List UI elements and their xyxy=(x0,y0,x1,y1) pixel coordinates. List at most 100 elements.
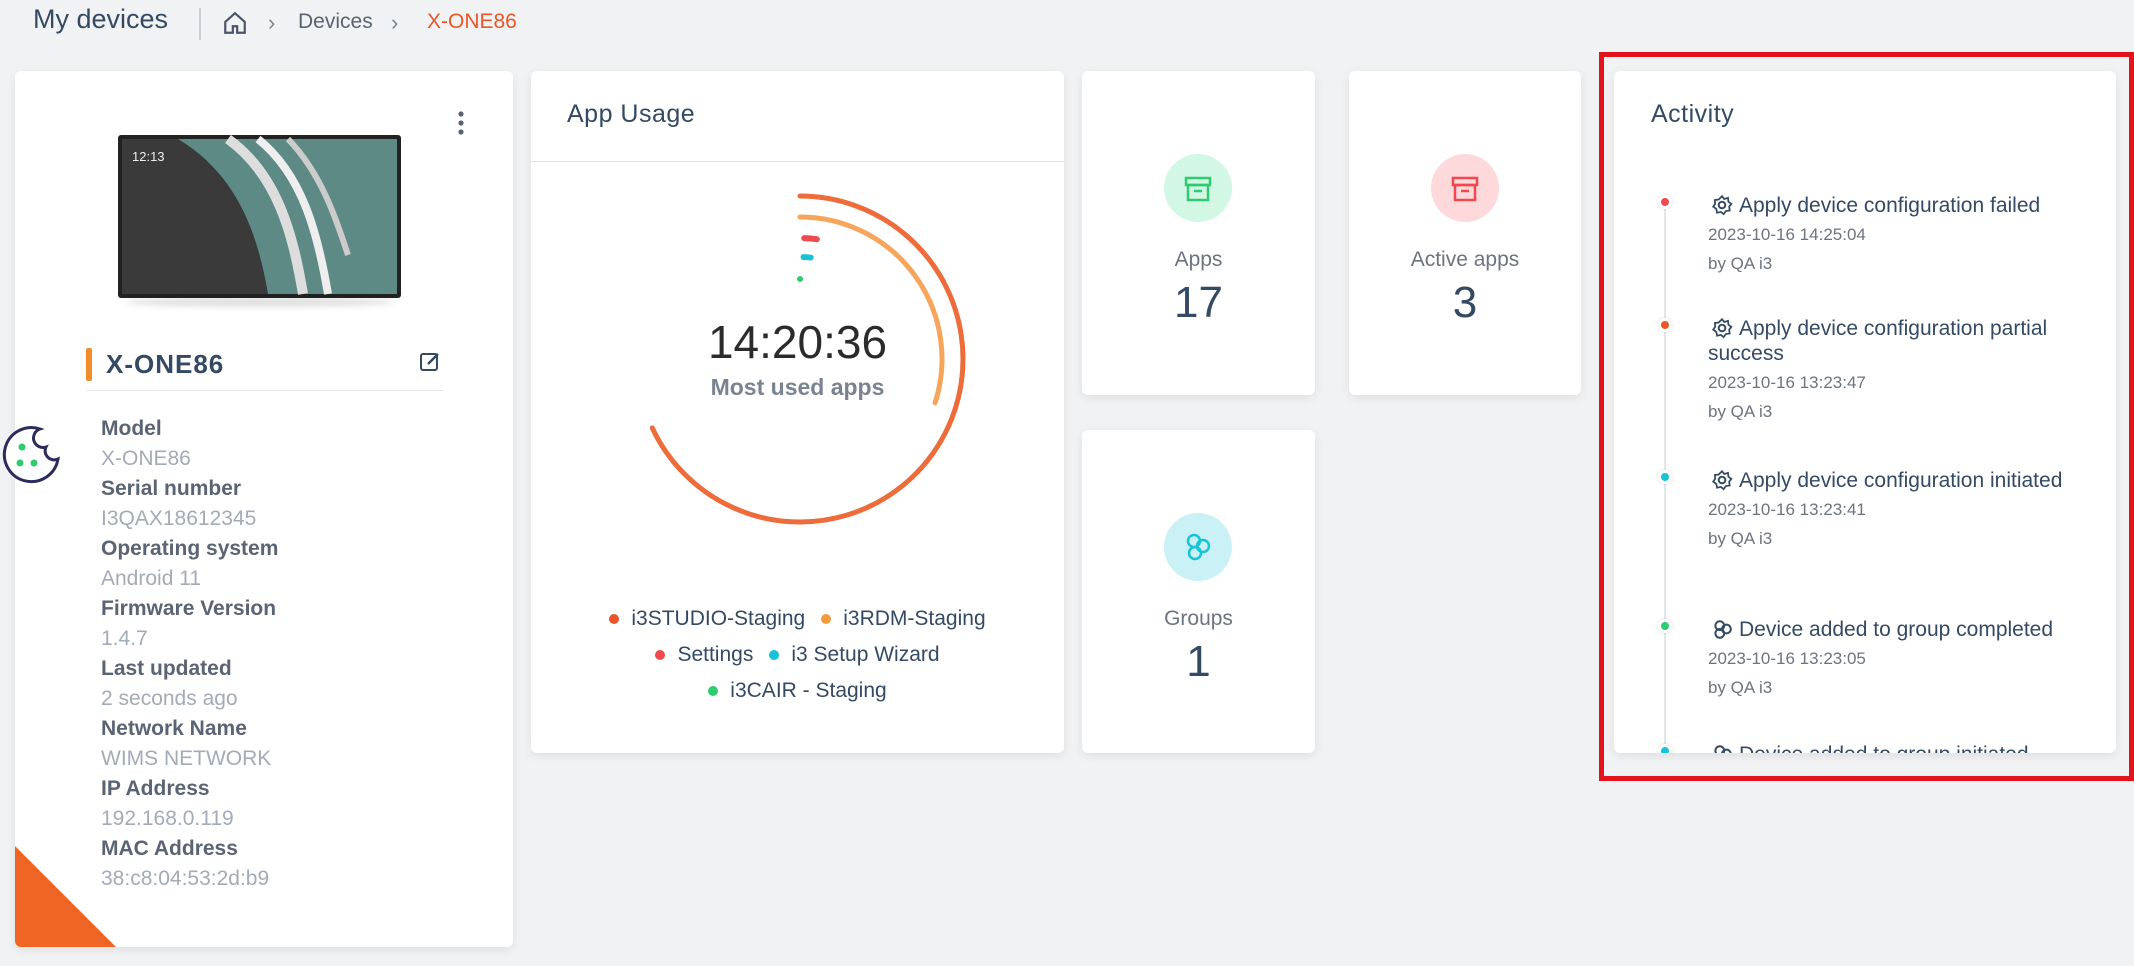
device-shadow xyxy=(125,297,395,307)
stat-label: Active apps xyxy=(1410,248,1520,271)
breadcrumb-separator: › xyxy=(391,10,399,35)
detail-value: 2 seconds ago xyxy=(101,687,238,710)
gear-icon xyxy=(1711,194,1733,216)
usage-time: 14:20:36 xyxy=(707,316,888,368)
home-icon[interactable] xyxy=(222,10,248,36)
activity-title: Apply device configuration failed xyxy=(1739,194,2041,217)
legend-dot xyxy=(609,614,620,625)
detail-label: Operating system xyxy=(101,537,279,560)
activity-card: Activity Apply device configuration fail… xyxy=(1614,71,2116,753)
activity-date: 2023-10-16 14:25:04 xyxy=(1708,225,1866,244)
page-title: My devices xyxy=(33,4,169,34)
timeline-dot xyxy=(1658,619,1672,633)
usage-arc xyxy=(797,214,945,406)
detail-label: Model xyxy=(101,417,162,440)
separator xyxy=(199,8,201,40)
breadcrumb-link[interactable]: Devices xyxy=(298,10,373,33)
timeline-dot xyxy=(1658,195,1672,209)
divider xyxy=(531,161,1064,162)
activity-author: by QA i3 xyxy=(1708,402,1773,421)
legend-row: i3CAIR - Staging xyxy=(531,679,1064,703)
cookie-button[interactable] xyxy=(0,425,62,485)
activity-title: Apply device configuration partial succe… xyxy=(1708,317,2048,365)
detail-value: X-ONE86 xyxy=(101,447,191,470)
activity-title: Device added to group initiated xyxy=(1708,742,2098,753)
activity-title: Device added to group completed xyxy=(1739,618,2054,641)
card-title: App Usage xyxy=(567,100,696,128)
legend-dot xyxy=(655,650,666,661)
stat-value: 17 xyxy=(1174,278,1223,327)
groups-card: Groups 1 xyxy=(1082,430,1315,753)
groups-icon xyxy=(1164,513,1232,581)
device-card: 12:13 X-ONE86 Model X-ONE86 Serial number I… xyxy=(15,71,513,947)
legend-row: i3STUDIO-Staging i3RDM-Staging xyxy=(531,607,1064,631)
gear-icon xyxy=(1711,469,1733,491)
device-name: X-ONE86 xyxy=(106,349,225,379)
detail-value: 192.168.0.119 xyxy=(101,807,234,830)
app-usage-card: App Usage 14:20:36 Most used apps i3STUD… xyxy=(531,71,1064,753)
stat-label: Groups xyxy=(1164,607,1233,630)
breadcrumb-current: X-ONE86 xyxy=(427,10,517,33)
apps-card: Apps 17 xyxy=(1082,71,1315,395)
legend-item: i3STUDIO-Staging xyxy=(609,607,805,630)
timeline-dot xyxy=(1658,470,1672,484)
legend-label: i3CAIR - Staging xyxy=(730,679,887,702)
legend-item: i3RDM-Staging xyxy=(821,607,986,630)
corner-accent xyxy=(15,846,116,947)
detail-label: Firmware Version xyxy=(101,597,277,620)
activity-title: Apply device configuration initiated xyxy=(1739,469,2063,492)
divider xyxy=(86,390,443,391)
legend-label: i3RDM-Staging xyxy=(843,607,986,630)
legend-item: i3CAIR - Staging xyxy=(708,679,887,702)
group-icon xyxy=(1714,745,1732,753)
detail-value: 1.4.7 xyxy=(101,627,148,650)
legend-item: i3 Setup Wizard xyxy=(769,643,940,666)
detail-value: Android 11 xyxy=(101,567,202,590)
detail-value: I3QAX18612345 xyxy=(101,507,257,530)
active-apps-card: Active apps 3 xyxy=(1349,71,1581,395)
timeline-dot xyxy=(1658,318,1672,332)
activity-date: 2023-10-16 13:23:47 xyxy=(1708,373,1866,392)
legend-label: i3STUDIO-Staging xyxy=(631,607,806,630)
legend-dot xyxy=(769,650,780,661)
stat-value: 3 xyxy=(1452,278,1478,327)
device-image: 12:13 xyxy=(118,135,401,298)
detail-value: 38:c8:04:53:2d:b9 xyxy=(101,867,270,890)
activity-date: 2023-10-16 13:23:05 xyxy=(1708,649,1866,668)
usage-arc xyxy=(649,193,966,525)
usage-dot xyxy=(797,276,803,282)
detail-label: IP Address xyxy=(101,777,210,800)
activity-author: by QA i3 xyxy=(1708,678,1773,697)
activity-author: by QA i3 xyxy=(1708,529,1773,548)
card-title: Activity xyxy=(1651,100,1735,128)
detail-label: Last updated xyxy=(101,657,232,680)
legend-dot xyxy=(708,686,719,697)
detail-label: Serial number xyxy=(101,477,242,500)
name-accent xyxy=(86,348,92,381)
breadcrumb-separator: › xyxy=(268,10,276,35)
gear-icon xyxy=(1711,317,1733,339)
activity-date: 2023-10-16 13:23:41 xyxy=(1708,500,1866,519)
legend-dot xyxy=(821,614,832,625)
legend-item: Settings xyxy=(655,643,753,666)
device-screen xyxy=(122,135,397,295)
highlight-frame xyxy=(1599,52,2134,781)
group-icon xyxy=(1714,620,1732,639)
detail-label: MAC Address xyxy=(101,837,238,860)
stat-value: 1 xyxy=(1186,637,1211,686)
active-apps-icon xyxy=(1431,154,1499,222)
legend-label: i3 Setup Wizard xyxy=(791,643,940,666)
apps-icon xyxy=(1164,154,1232,222)
screen-time: 12:13 xyxy=(132,149,165,164)
usage-caption: Most used apps xyxy=(710,374,885,400)
legend-row: Settings i3 Setup Wizard xyxy=(531,643,1064,667)
kebab-menu[interactable] xyxy=(455,109,467,137)
detail-label: Network Name xyxy=(101,717,247,740)
timeline-dot xyxy=(1658,744,1672,753)
usage-arc xyxy=(801,235,820,243)
activity-author: by QA i3 xyxy=(1708,254,1773,273)
edit-button[interactable] xyxy=(418,350,442,374)
usage-ring xyxy=(649,193,966,525)
legend-label: Settings xyxy=(677,643,754,666)
